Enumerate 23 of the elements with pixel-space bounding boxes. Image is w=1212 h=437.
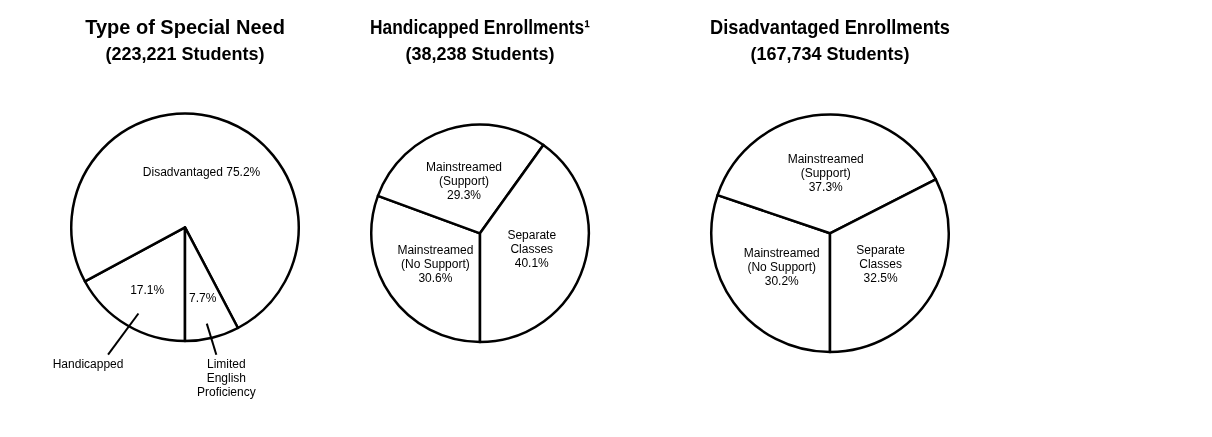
slice-label: Limited English Proficiency — [196, 357, 256, 400]
slice-label: Mainstreamed (Support) — [787, 152, 864, 181]
data-label: 30.6% — [418, 270, 453, 285]
chart-title: Disadvantaged Enrollments — [710, 15, 950, 38]
chart-title: Handicapped Enrollments¹ — [370, 15, 590, 38]
data-label: 7.7% — [189, 291, 217, 306]
data-label: 17.1% — [130, 283, 165, 298]
chart-title: Type of Special Need — [85, 15, 285, 38]
slice-label: Disadvantaged 75.2% — [142, 165, 261, 180]
slice-label: Separate Classes — [856, 242, 906, 271]
chart-subtitle: (223,221 Students) — [105, 43, 265, 64]
data-label: 30.2% — [764, 274, 800, 289]
slice-label: Mainstreamed (Support) — [426, 159, 503, 188]
data-label: 37.3% — [808, 180, 844, 195]
slice-label: Mainstreamed (No Support) — [743, 246, 820, 275]
chart-subtitle: (167,734 Students) — [750, 43, 910, 64]
data-label: 32.5% — [863, 270, 898, 285]
slice-label: Separate Classes — [507, 228, 557, 257]
slice-label: Handicapped — [52, 357, 124, 372]
data-label: 29.3% — [447, 187, 482, 202]
chart-subtitle: (38,238 Students) — [405, 43, 555, 64]
data-label: 40.1% — [514, 256, 550, 271]
slice-label: Mainstreamed (No Support) — [397, 242, 474, 271]
